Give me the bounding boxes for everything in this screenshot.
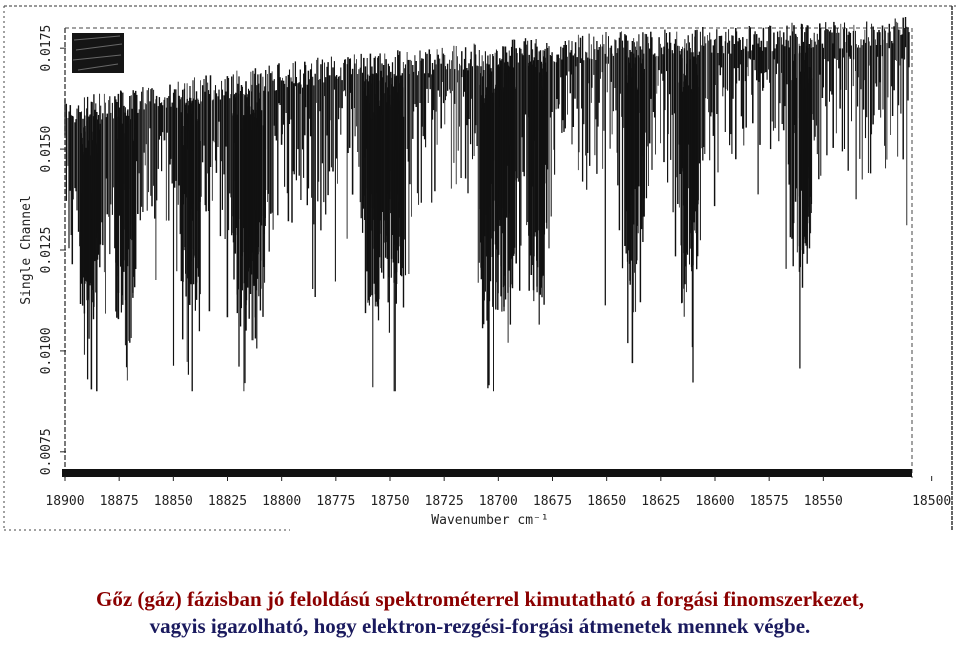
x-tick-label: 18725 <box>425 494 464 509</box>
x-tick-label: 18850 <box>154 494 193 509</box>
x-tick-label: 18575 <box>750 494 789 509</box>
caption-line-1: Gőz (gáz) fázisban jó feloldású spektrom… <box>96 587 864 611</box>
x-tick-label: 18825 <box>208 494 247 509</box>
spectrum-scan: 18900 18875 18850 18825 18800 18775 18750 18725… <box>3 5 956 531</box>
x-tick-label: 18675 <box>533 494 572 509</box>
legend-scribble <box>72 33 124 73</box>
y-tick-label: 0.0125 <box>39 227 54 274</box>
x-tick-label: 18500 <box>912 494 951 509</box>
caption-line-2: vagyis igazolható, hogy elektron-rezgési… <box>149 614 811 638</box>
spectrum-series <box>64 17 910 392</box>
bottom-baseline-strip <box>62 469 912 477</box>
x-axis-title: Wavenumber cm⁻¹ <box>431 513 548 528</box>
x-tick-label: 18625 <box>641 494 680 509</box>
x-tick-label: 18550 <box>804 494 843 509</box>
x-tick-label: 18800 <box>262 494 301 509</box>
slide-caption: Gőz (gáz) fázisban jó feloldású spektrom… <box>0 586 960 640</box>
x-tick-label: 18875 <box>100 494 139 509</box>
y-axis-title: Single Channel <box>19 195 34 305</box>
x-tick-label: 18775 <box>316 494 355 509</box>
y-tick-label: 0.0075 <box>39 428 54 475</box>
x-tick-label: 18750 <box>370 494 409 509</box>
x-tick-label: 18650 <box>587 494 626 509</box>
x-tick-label: 18600 <box>695 494 734 509</box>
x-tick-label: 18900 <box>45 494 84 509</box>
y-tick-label: 0.0150 <box>39 126 54 173</box>
y-tick-label: 0.0175 <box>39 25 54 72</box>
x-tick-label: 18700 <box>479 494 518 509</box>
axis-ticks: 18900 18875 18850 18825 18800 18775 18750 18725… <box>39 25 951 509</box>
y-tick-label: 0.0100 <box>39 327 54 374</box>
